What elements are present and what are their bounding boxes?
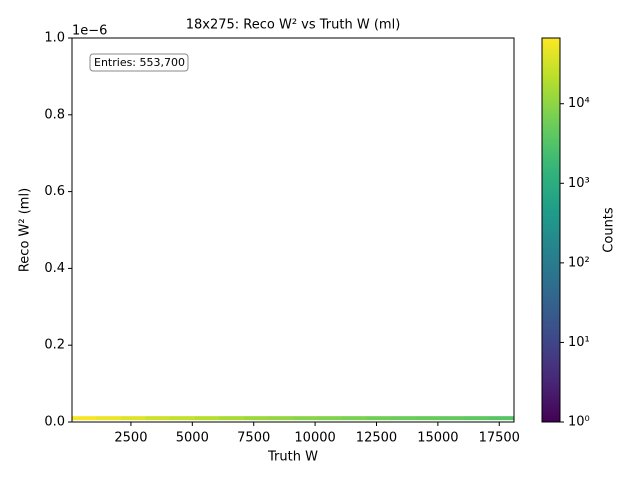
chart-title: 18x275: Reco W² vs Truth W (ml) [186,18,401,33]
y-axis-label: Reco W² (ml) [18,188,33,272]
colorbar-tick-label: 10⁰ [568,415,590,430]
hist-cell [219,416,245,421]
y-tick-label: 1.0 [44,31,65,46]
x-tick-label: 5000 [176,431,209,446]
hist-cell [121,416,146,421]
colorbar-tick-label: 10² [568,255,590,270]
annotation: Entries: 553,700 [94,56,185,69]
y-tick-label: 0.6 [44,184,65,199]
x-tick-label: 12500 [356,431,397,446]
colorbar [541,37,561,423]
hist-cell [440,416,466,421]
hist-cell [170,416,196,421]
colorbar-label: Counts [602,207,617,253]
colorbar-tick-label: 10³ [568,176,590,191]
x-tick-label: 10000 [294,431,335,446]
y-tick-label: 0.4 [44,261,65,276]
hist-cell [194,416,220,421]
y-offset-label: 1e−6 [72,24,107,39]
plot-frame [71,37,515,423]
hist-cell [243,416,269,421]
y-tick-label: 0.8 [44,107,65,122]
x-axis-label: Truth W [267,450,318,465]
hist-cell [415,416,441,421]
x-tick-label: 2500 [114,431,147,446]
hist-cell [293,416,318,421]
hist-cell [366,416,392,421]
colorbar-tick-label: 10⁴ [568,96,590,111]
x-tick-label: 17500 [479,431,520,446]
x-tick-label: 7500 [237,431,270,446]
hist-cell [96,416,122,421]
hist-cell [268,416,294,421]
x-tick-label: 15000 [417,431,458,446]
hist-cell [145,416,171,421]
y-tick-label: 0.0 [44,415,65,430]
hist-cell [342,416,367,421]
hist-cell [464,416,490,421]
hist-cell [317,416,343,421]
hist-cell [391,416,417,421]
hist-cell [72,416,97,421]
y-tick-label: 0.2 [44,338,65,353]
annotation-box [89,53,189,72]
hist-cell [489,416,515,421]
colorbar-tick-label: 10¹ [568,335,590,350]
